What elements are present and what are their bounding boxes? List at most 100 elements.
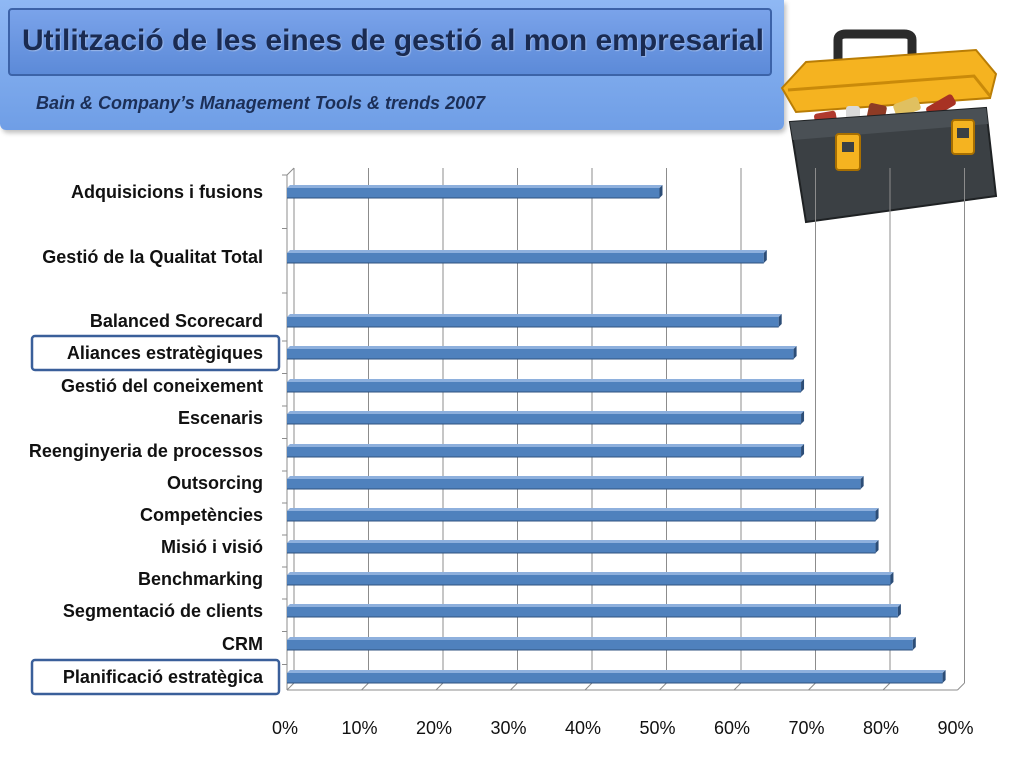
bar: [287, 476, 864, 490]
grid-floor-line: [286, 682, 295, 691]
x-tick-label: 10%: [341, 718, 377, 738]
category-label: Segmentació de clients: [63, 601, 263, 621]
bar-front-face: [287, 511, 876, 521]
x-tick-label: 60%: [714, 718, 750, 738]
bar: [287, 604, 901, 618]
bar: [287, 637, 916, 651]
bar-top-face: [287, 185, 663, 188]
bar-end-face: [793, 346, 797, 359]
bar-front-face: [287, 575, 891, 585]
slide-subtitle: Bain & Company’s Management Tools & tren…: [36, 93, 486, 113]
x-tick-label: 70%: [788, 718, 824, 738]
x-tick-label: 80%: [863, 718, 899, 738]
bar-front-face: [287, 188, 660, 198]
bar-end-face: [875, 540, 879, 553]
category-label: Competències: [140, 505, 263, 525]
bar-front-face: [287, 414, 802, 424]
bar-top-face: [287, 540, 879, 543]
category-label: Outsorcing: [167, 473, 263, 493]
axis-wall-top: [286, 167, 295, 176]
bar-top-face: [287, 637, 916, 640]
grid-floor-line: [435, 682, 444, 691]
bar-end-face: [801, 411, 805, 424]
title-box: Utilització de les eines de gestió al mo…: [8, 8, 772, 76]
chart-highlights: [30, 334, 281, 696]
bar: [287, 572, 894, 586]
bar-end-face: [897, 604, 901, 617]
bar-end-face: [778, 314, 782, 327]
x-tick-label: 90%: [937, 718, 973, 738]
grid-floor-line: [510, 682, 518, 691]
bar-top-face: [287, 411, 805, 414]
category-highlight-box: [30, 658, 281, 696]
bar-end-face: [659, 185, 663, 198]
category-label: Reenginyeria de processos: [29, 441, 263, 461]
bar-front-face: [287, 673, 943, 683]
bar-front-face: [287, 640, 913, 650]
bar-top-face: [287, 476, 864, 479]
bar-front-face: [287, 479, 861, 489]
bar-front-face: [287, 349, 794, 359]
chart-tick-labels: 0% 10% 20% 30% 40% 50% 60% 70% 80% 90%: [272, 718, 974, 738]
grid-floor-line: [882, 682, 891, 691]
category-label: Gestió de la Qualitat Total: [42, 247, 263, 267]
bar-end-face: [890, 572, 894, 585]
grid-floor-line: [659, 682, 667, 691]
x-tick-label: 0%: [272, 718, 298, 738]
bar-front-face: [287, 317, 779, 327]
bar-top-face: [287, 314, 782, 317]
bar: [287, 250, 767, 264]
bar-end-face: [942, 670, 946, 683]
category-label: Gestió del coneixement: [61, 376, 263, 396]
bar-top-face: [287, 670, 946, 673]
bar: [287, 185, 663, 199]
category-label: Benchmarking: [138, 569, 263, 589]
bar-end-face: [763, 250, 767, 263]
x-tick-label: 30%: [490, 718, 526, 738]
bar: [287, 346, 797, 360]
bar-end-face: [801, 379, 805, 392]
bar: [287, 670, 946, 684]
category-label: Planificació estratègica: [63, 667, 264, 687]
category-highlight-box: [30, 334, 281, 372]
bar: [287, 444, 805, 458]
bar-front-face: [287, 253, 764, 263]
bar-top-face: [287, 604, 901, 607]
grid-floor-line: [957, 682, 965, 691]
chart-category-labels: Adquisicions i fusions Gestió de la Quali…: [29, 182, 264, 687]
x-tick-label: 40%: [565, 718, 601, 738]
grid-floor-line: [808, 682, 816, 691]
category-label: Balanced Scorecard: [90, 311, 263, 331]
category-label: CRM: [222, 634, 263, 654]
bar-end-face: [912, 637, 916, 650]
grid-floor-line: [733, 682, 742, 691]
bar-top-face: [287, 379, 805, 382]
bar-top-face: [287, 508, 879, 511]
slide-header: Utilització de les eines de gestió al mo…: [0, 0, 784, 130]
bar: [287, 314, 782, 328]
category-label: Adquisicions i fusions: [71, 182, 263, 202]
bar: [287, 508, 879, 522]
grid-floor-line: [584, 682, 593, 691]
toolbox-illustration: [780, 29, 998, 224]
bar-end-face: [860, 476, 864, 489]
bar-front-face: [287, 382, 802, 392]
bar-top-face: [287, 346, 797, 349]
bar-end-face: [875, 508, 879, 521]
grid-floor-line: [361, 682, 369, 691]
x-tick-label: 50%: [639, 718, 675, 738]
bar: [287, 540, 879, 554]
bar-front-face: [287, 447, 802, 457]
bar-top-face: [287, 444, 805, 447]
bar-top-face: [287, 572, 894, 575]
category-label: Misió i visió: [161, 537, 263, 557]
bar-end-face: [801, 444, 805, 457]
category-label: Aliances estratègiques: [67, 343, 263, 363]
category-label: Escenaris: [178, 408, 263, 428]
bar: [287, 379, 805, 393]
chart-bars: [287, 185, 946, 684]
x-tick-label: 20%: [416, 718, 452, 738]
slide-title: Utilització de les eines de gestió al mo…: [22, 24, 764, 57]
bar-front-face: [287, 543, 876, 553]
